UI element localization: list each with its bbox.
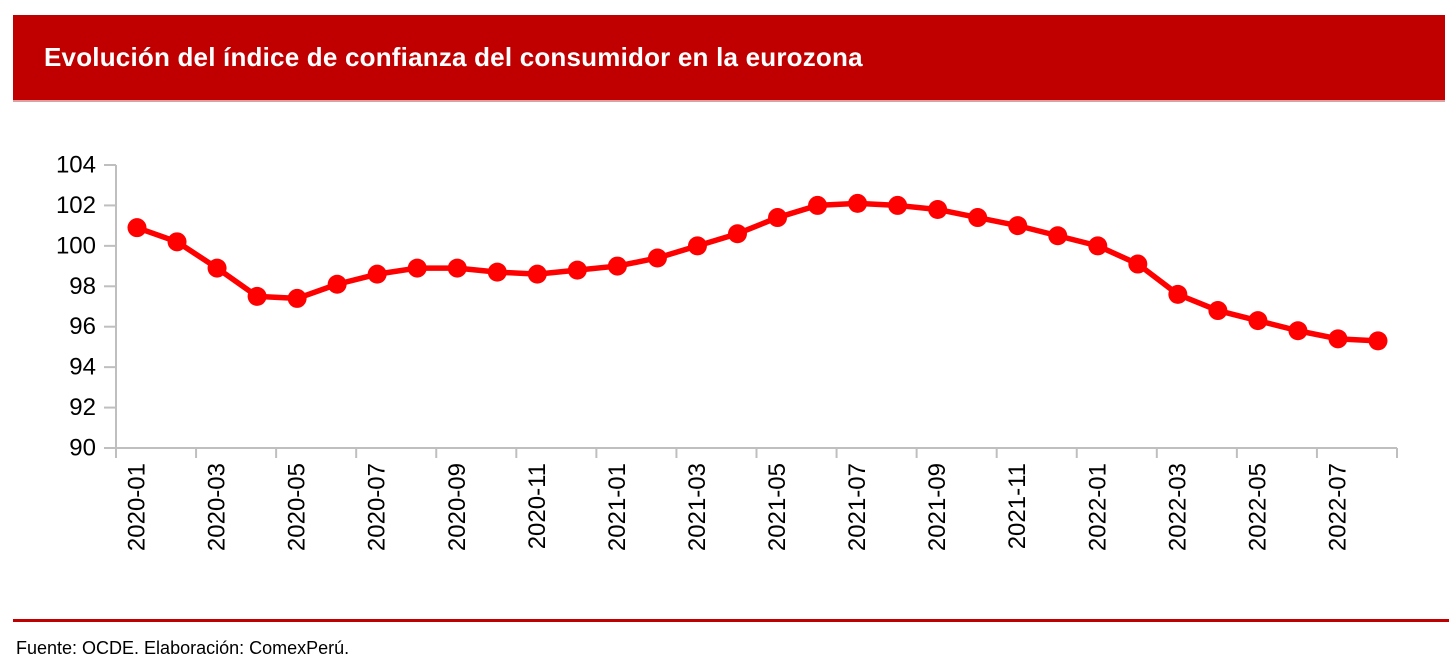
- data-point-marker: [127, 218, 147, 238]
- y-tick-label: 90: [69, 435, 96, 462]
- footer-separator: [13, 619, 1449, 622]
- title-banner: Evolución del índice de confianza del co…: [13, 15, 1445, 102]
- data-series: [127, 193, 1388, 351]
- series-line: [136, 200, 1379, 344]
- source-note: Fuente: OCDE. Elaboración: ComexPerú.: [16, 638, 350, 658]
- data-point-marker: [447, 258, 467, 278]
- data-point-marker: [367, 264, 387, 284]
- data-point-marker: [1288, 321, 1308, 341]
- x-tick-label: 2020-01: [124, 463, 151, 551]
- y-tick-label: 98: [69, 273, 96, 300]
- data-point-marker: [687, 236, 707, 256]
- x-tick-label: 2021-09: [924, 463, 951, 551]
- confidence-line-chart: 90 92 94 96 98 100 102 104 2020-01 2020-03 2020-05…: [56, 152, 1398, 551]
- x-tick-label: 2021-03: [684, 463, 711, 551]
- x-tick-label: 2021-11: [1004, 463, 1031, 549]
- data-point-marker: [1248, 311, 1268, 331]
- y-tick-label: 100: [56, 232, 96, 259]
- x-tick-label: 2021-07: [844, 463, 871, 551]
- data-point-marker: [1368, 331, 1388, 351]
- data-point-marker: [1048, 226, 1068, 246]
- page-title: Evolución del índice de confianza del co…: [44, 42, 863, 72]
- y-tick-label: 92: [69, 394, 96, 421]
- y-tick-label: 96: [69, 313, 96, 340]
- x-tick-label: 2022-07: [1324, 463, 1351, 551]
- data-point-marker: [527, 264, 547, 284]
- data-point-marker: [327, 274, 347, 294]
- data-point-marker: [808, 195, 828, 215]
- x-tick-label: 2021-01: [604, 463, 631, 551]
- data-point-marker: [1128, 254, 1148, 274]
- data-point-marker: [888, 195, 908, 215]
- y-tick-label: 104: [56, 152, 96, 179]
- data-point-marker: [487, 262, 507, 282]
- data-point-marker: [848, 193, 868, 213]
- data-point-marker: [1328, 329, 1348, 349]
- data-point-marker: [1168, 284, 1188, 304]
- data-point-marker: [207, 258, 227, 278]
- data-point-marker: [247, 286, 267, 306]
- x-tick-label: 2020-05: [284, 463, 311, 551]
- data-point-marker: [1088, 236, 1108, 256]
- x-tick-label: 2020-11: [524, 463, 551, 549]
- y-axis: 90 92 94 96 98 100 102 104: [56, 152, 116, 462]
- data-point-marker: [407, 258, 427, 278]
- chart-area: 90 92 94 96 98 100 102 104 2020-01 2020-03 2020-05…: [0, 140, 1456, 600]
- y-tick-label: 102: [56, 192, 96, 219]
- x-tick-label: 2021-05: [764, 463, 791, 551]
- x-axis: 2020-01 2020-03 2020-05 2020-07 2020-09 2020-…: [115, 448, 1398, 551]
- x-tick-label: 2020-07: [364, 463, 391, 551]
- x-tick-label: 2020-03: [204, 463, 231, 551]
- data-point-marker: [607, 256, 627, 276]
- x-tick-label: 2022-03: [1164, 463, 1191, 551]
- data-point-marker: [167, 232, 187, 252]
- data-point-marker: [1208, 301, 1228, 321]
- data-point-marker: [567, 260, 587, 280]
- data-point-marker: [727, 224, 747, 244]
- data-point-marker: [768, 208, 788, 228]
- x-tick-label: 2020-09: [444, 463, 471, 551]
- data-point-marker: [928, 199, 948, 219]
- data-point-marker: [1008, 216, 1028, 236]
- data-point-marker: [647, 248, 667, 268]
- data-point-marker: [968, 208, 988, 228]
- y-tick-label: 94: [69, 354, 96, 381]
- x-tick-label: 2022-05: [1244, 463, 1271, 551]
- x-tick-label: 2022-01: [1084, 463, 1111, 551]
- data-point-marker: [287, 288, 307, 308]
